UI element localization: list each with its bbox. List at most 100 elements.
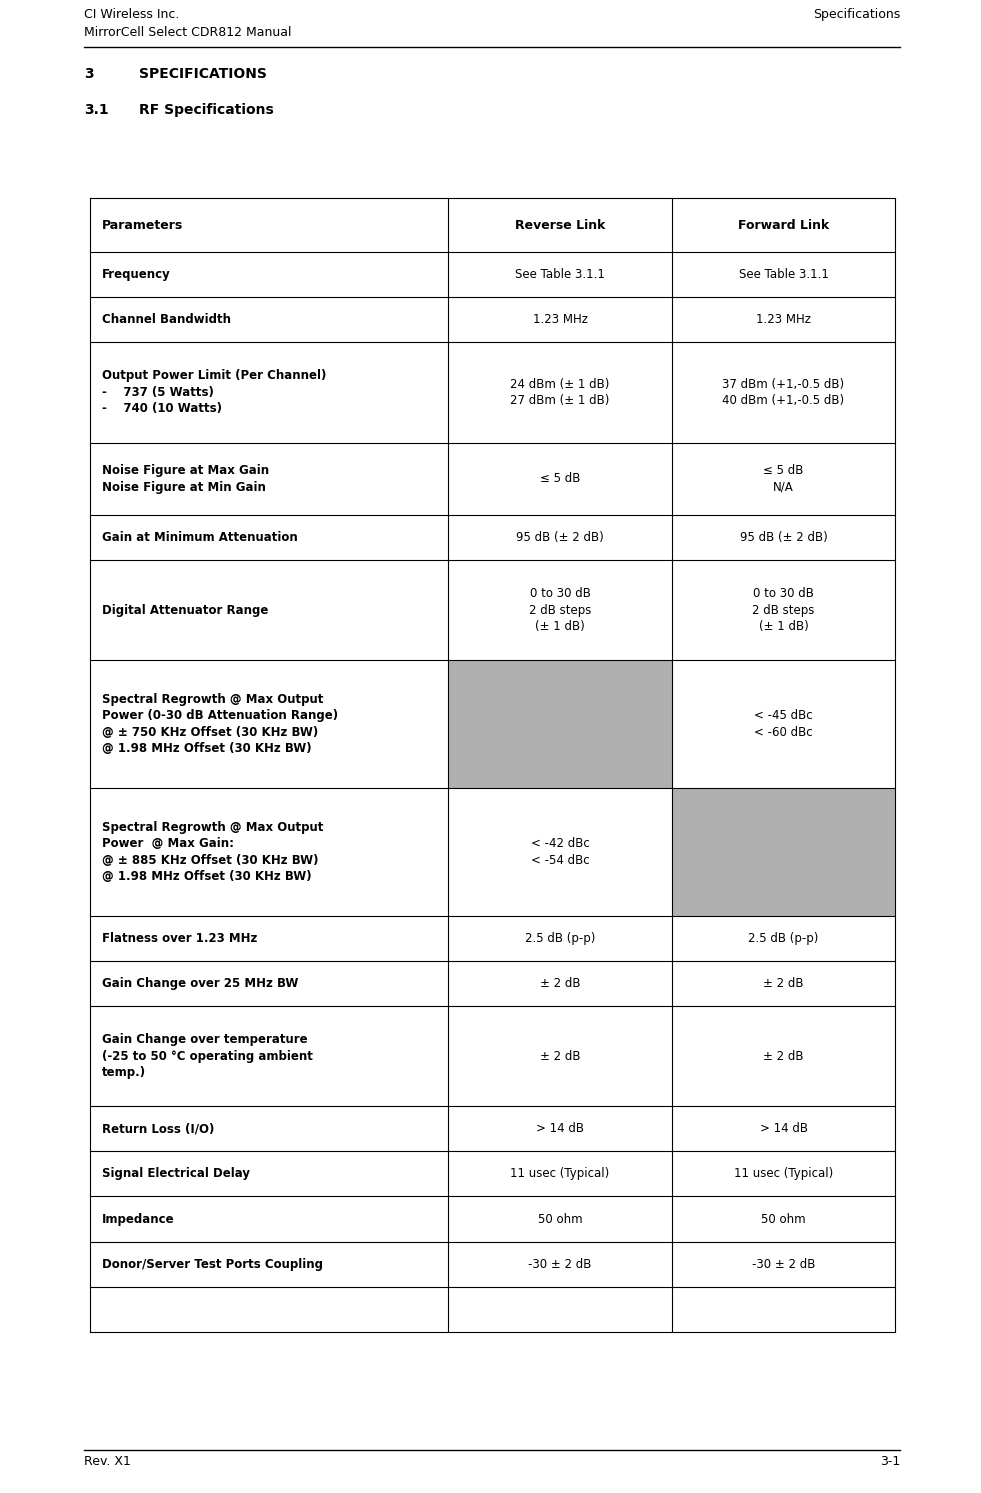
Text: Specifications: Specifications (812, 7, 900, 21)
Bar (90, 1106, 448, 1151)
Bar (90, 442, 448, 515)
Text: Reverse Link: Reverse Link (515, 218, 605, 231)
Text: Output Power Limit (Per Channel)
-    737 (5 Watts)
-    740 (10 Watts): Output Power Limit (Per Channel) - 737 (… (102, 369, 327, 415)
Text: Gain Change over temperature
(-25 to 50 °C operating ambient
temp.): Gain Change over temperature (-25 to 50 … (102, 1033, 313, 1079)
Text: Frequency: Frequency (102, 269, 171, 281)
Bar (448, 915, 672, 961)
Bar (672, 560, 895, 660)
Bar (448, 297, 672, 342)
Bar (448, 1106, 672, 1151)
Bar (90, 297, 448, 342)
Text: Rev. X1: Rev. X1 (84, 1456, 130, 1468)
Bar (672, 442, 895, 515)
Bar (448, 1242, 672, 1287)
Text: Return Loss (I/O): Return Loss (I/O) (102, 1123, 215, 1135)
Text: -30 ± 2 dB: -30 ± 2 dB (529, 1257, 592, 1271)
Bar (448, 1151, 672, 1196)
Bar (672, 915, 895, 961)
Bar (90, 1196, 448, 1242)
Bar (672, 1242, 895, 1287)
Text: ± 2 dB: ± 2 dB (540, 1050, 581, 1063)
Text: 0 to 30 dB
2 dB steps
(± 1 dB): 0 to 30 dB 2 dB steps (± 1 dB) (752, 587, 814, 633)
Bar (672, 1151, 895, 1196)
Bar (672, 297, 895, 342)
Text: 24 dBm (± 1 dB)
27 dBm (± 1 dB): 24 dBm (± 1 dB) 27 dBm (± 1 dB) (510, 378, 610, 408)
Text: 11 usec (Typical): 11 usec (Typical) (734, 1168, 833, 1181)
Text: 2.5 dB (p-p): 2.5 dB (p-p) (749, 932, 819, 945)
Text: > 14 dB: > 14 dB (759, 1123, 807, 1135)
Text: ± 2 dB: ± 2 dB (763, 1050, 803, 1063)
Text: Spectral Regrowth @ Max Output
Power (0-30 dB Attenuation Range)
@ ± 750 KHz Off: Spectral Regrowth @ Max Output Power (0-… (102, 693, 338, 755)
Bar (448, 1287, 672, 1332)
Bar (672, 1106, 895, 1151)
Text: 3.1: 3.1 (84, 103, 109, 116)
Text: < -45 dBc
< -60 dBc: < -45 dBc < -60 dBc (754, 709, 813, 739)
Bar (448, 788, 672, 915)
Bar (448, 252, 672, 297)
Bar (448, 515, 672, 560)
Text: Digital Attenuator Range: Digital Attenuator Range (102, 603, 269, 617)
Text: 95 dB (± 2 dB): 95 dB (± 2 dB) (740, 532, 827, 545)
Text: 37 dBm (+1,-0.5 dB)
40 dBm (+1,-0.5 dB): 37 dBm (+1,-0.5 dB) 40 dBm (+1,-0.5 dB) (722, 378, 845, 408)
Bar (672, 788, 895, 915)
Bar (90, 1006, 448, 1106)
Text: Noise Figure at Max Gain
Noise Figure at Min Gain: Noise Figure at Max Gain Noise Figure at… (102, 464, 269, 494)
Text: Spectral Regrowth @ Max Output
Power  @ Max Gain:
@ ± 885 KHz Offset (30 KHz BW): Spectral Regrowth @ Max Output Power @ M… (102, 821, 324, 882)
Text: MirrorCell Select CDR812 Manual: MirrorCell Select CDR812 Manual (84, 25, 291, 39)
Bar (90, 1242, 448, 1287)
Bar (90, 515, 448, 560)
Text: Gain Change over 25 MHz BW: Gain Change over 25 MHz BW (102, 976, 298, 990)
Bar (672, 961, 895, 1006)
Text: See Table 3.1.1: See Table 3.1.1 (515, 269, 605, 281)
Text: 0 to 30 dB
2 dB steps
(± 1 dB): 0 to 30 dB 2 dB steps (± 1 dB) (529, 587, 592, 633)
Bar (448, 1196, 672, 1242)
Bar (90, 1151, 448, 1196)
Text: Impedance: Impedance (102, 1212, 175, 1226)
Text: ≤ 5 dB
N/A: ≤ 5 dB N/A (763, 464, 803, 494)
Text: 3-1: 3-1 (880, 1456, 900, 1468)
Text: > 14 dB: > 14 dB (537, 1123, 584, 1135)
Text: Forward Link: Forward Link (738, 218, 829, 231)
Text: 2.5 dB (p-p): 2.5 dB (p-p) (525, 932, 595, 945)
Bar (672, 1287, 895, 1332)
Text: 50 ohm: 50 ohm (538, 1212, 583, 1226)
Bar (90, 1287, 448, 1332)
Bar (90, 961, 448, 1006)
Bar (90, 660, 448, 788)
Bar (672, 1006, 895, 1106)
Text: Donor/Server Test Ports Coupling: Donor/Server Test Ports Coupling (102, 1257, 323, 1271)
Text: RF Specifications: RF Specifications (139, 103, 274, 116)
Bar (448, 342, 672, 442)
Text: 11 usec (Typical): 11 usec (Typical) (510, 1168, 610, 1181)
Text: Signal Electrical Delay: Signal Electrical Delay (102, 1168, 250, 1181)
Bar (90, 788, 448, 915)
Bar (672, 252, 895, 297)
Bar (90, 560, 448, 660)
Text: 1.23 MHz: 1.23 MHz (756, 314, 811, 327)
Bar (90, 915, 448, 961)
Bar (448, 961, 672, 1006)
Bar (90, 252, 448, 297)
Bar (672, 342, 895, 442)
Text: See Table 3.1.1: See Table 3.1.1 (739, 269, 828, 281)
Text: -30 ± 2 dB: -30 ± 2 dB (751, 1257, 815, 1271)
Text: ± 2 dB: ± 2 dB (540, 976, 581, 990)
Text: SPECIFICATIONS: SPECIFICATIONS (139, 67, 267, 81)
Bar (90, 199, 895, 252)
Text: < -42 dBc
< -54 dBc: < -42 dBc < -54 dBc (531, 838, 590, 866)
Bar (672, 660, 895, 788)
Bar (90, 342, 448, 442)
Bar (448, 1006, 672, 1106)
Text: 1.23 MHz: 1.23 MHz (533, 314, 588, 327)
Text: 95 dB (± 2 dB): 95 dB (± 2 dB) (516, 532, 604, 545)
Text: 3: 3 (84, 67, 93, 81)
Text: ± 2 dB: ± 2 dB (763, 976, 803, 990)
Bar (448, 560, 672, 660)
Text: ≤ 5 dB: ≤ 5 dB (540, 472, 581, 485)
Bar (672, 515, 895, 560)
Bar (448, 442, 672, 515)
Text: Gain at Minimum Attenuation: Gain at Minimum Attenuation (102, 532, 298, 545)
Bar (672, 1196, 895, 1242)
Bar (448, 660, 672, 788)
Text: CI Wireless Inc.: CI Wireless Inc. (84, 7, 180, 21)
